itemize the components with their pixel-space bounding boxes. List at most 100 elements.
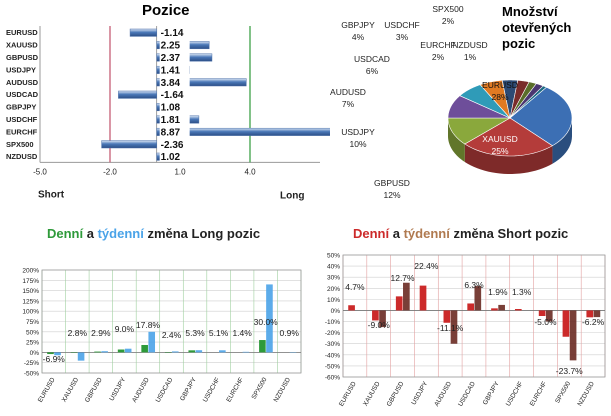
positions-chart: EURUSD -1.14 XAUUSD 2.25 GBPUSD 2.37 USDJPY 1.4… (6, 26, 330, 201)
y-tick-label: -10% (325, 319, 340, 326)
x-tick-label: NZDUSD (576, 380, 596, 407)
pie-value-label: 7% (342, 99, 355, 109)
y-tick-label: 50% (26, 329, 39, 336)
daily-bar (395, 296, 403, 311)
data-label: 5.3% (185, 328, 205, 338)
long-label: Long (280, 190, 304, 201)
y-tick-label: 25% (26, 340, 39, 347)
value-label: -2.36 (161, 140, 184, 151)
pie-label: SPX500 (432, 4, 463, 14)
data-label: 2.8% (68, 328, 88, 338)
category-label: GBPJPY (6, 103, 36, 112)
value-label-bg (159, 76, 190, 87)
pie-slice (479, 79, 511, 120)
y-tick-label: 50% (327, 253, 340, 260)
x-tick-label: USDCAD (457, 380, 477, 408)
y-tick-label: 0% (30, 350, 40, 357)
pie-value-label: 12% (383, 190, 400, 200)
category-label: GBPUSD (6, 53, 39, 62)
y-tick-label: -50% (325, 363, 340, 370)
long-title-and: a (83, 226, 98, 241)
plot-frame (342, 254, 606, 378)
pie-chart-title: Množství otevřených pozic (502, 4, 572, 51)
daily-bar (141, 344, 148, 353)
data-label: 9.0% (115, 324, 135, 334)
daily-bar (94, 351, 101, 353)
data-label: -5.0% (534, 317, 557, 327)
weekly-bar (54, 352, 61, 356)
pie-value-label: 25% (491, 146, 508, 156)
x-tick-label: 4.0 (244, 167, 256, 176)
data-label: -9.0% (368, 320, 391, 330)
pie-label: XAUUSD (482, 134, 517, 144)
data-label: 12.7% (390, 273, 415, 283)
category-label: AUDUSD (6, 78, 39, 87)
weekly-bar (171, 351, 179, 353)
data-label: 1.3% (512, 287, 532, 297)
daily-bar (117, 349, 125, 353)
positions-chart-panel: Pozice EURUSD -1.14 XAUUSD 2.25 GBPUSD 2.37 US… (0, 0, 330, 215)
data-label: 4.7% (345, 282, 365, 292)
x-tick-label: USDJPY (108, 376, 127, 402)
short-title-daily: Denní (353, 226, 390, 241)
pie-label: NZDUSD (452, 40, 487, 50)
x-tick-label: EURCHF (529, 380, 549, 407)
pie-value-label: 1% (464, 52, 477, 62)
data-label: 2.9% (91, 328, 111, 338)
short-changes-title: Denní a týdenní změna Short pozic (353, 226, 568, 241)
weekly-bar (195, 350, 203, 353)
pie-label: AUDUSD (330, 87, 366, 97)
pie-slice (459, 84, 511, 119)
long-changes-chart: -50% -25% 0% 25% 50% 75% 100% 125% 150% 175% 200% -… (22, 268, 302, 404)
position-bar (129, 28, 157, 37)
data-label: 6.3% (464, 280, 484, 290)
pie-value-label: 4% (352, 32, 365, 42)
value-label: 8.87 (161, 127, 181, 138)
value-label: 1.81 (161, 115, 181, 126)
pie-value-label: 2% (432, 52, 445, 62)
open-positions-pie-panel: Množství otevřených pozic EURUSD 28% XAUUS… (330, 0, 611, 215)
daily-bar (586, 310, 594, 318)
y-tick-label: -20% (325, 330, 340, 337)
x-tick-label: 1.0 (174, 167, 186, 176)
weekly-bar (545, 310, 553, 322)
category-label: EURUSD (6, 28, 38, 37)
daily-bar (259, 340, 266, 353)
category-label: XAUUSD (6, 41, 38, 50)
weekly-bar (77, 352, 85, 361)
x-tick-label: EURCHF (225, 376, 245, 403)
daily-bar (514, 309, 522, 311)
y-tick-label: 10% (327, 297, 340, 304)
y-tick-label: -40% (325, 352, 340, 359)
pie-label: USDCHF (384, 20, 419, 30)
x-tick-label: GBPJPY (179, 376, 198, 402)
y-tick-label: 20% (327, 286, 340, 293)
position-bar (156, 78, 247, 87)
y-tick-label: -50% (24, 371, 39, 378)
pie-slice-side (552, 118, 572, 164)
pie-slice (509, 83, 544, 119)
pie-slice-side (464, 144, 553, 174)
value-label-bg (159, 101, 190, 112)
long-title-weekly: týdenní (97, 226, 144, 241)
value-label: 2.25 (161, 41, 181, 52)
value-label-bg (159, 39, 190, 50)
weekly-bar (474, 286, 482, 311)
value-label-bg (159, 89, 190, 100)
pie-slice (509, 86, 573, 147)
data-label: 17.8% (136, 320, 161, 330)
x-tick-label: USDJPY (410, 380, 429, 406)
short-title-and: a (389, 226, 404, 241)
position-bar (101, 140, 157, 149)
long-title-daily: Denní (47, 226, 84, 241)
weekly-bar (266, 284, 273, 353)
y-tick-label: -30% (325, 341, 340, 348)
value-label: -1.14 (161, 28, 184, 39)
pie-label: GBPUSD (374, 178, 410, 188)
data-label: 1.4% (232, 328, 252, 338)
data-label: 30.0% (254, 317, 279, 327)
short-label: Short (38, 189, 65, 200)
data-label: 1.9% (488, 287, 508, 297)
y-tick-label: -60% (325, 375, 340, 382)
long-changes-title: Denní a týdenní změna Long pozic (47, 226, 260, 241)
